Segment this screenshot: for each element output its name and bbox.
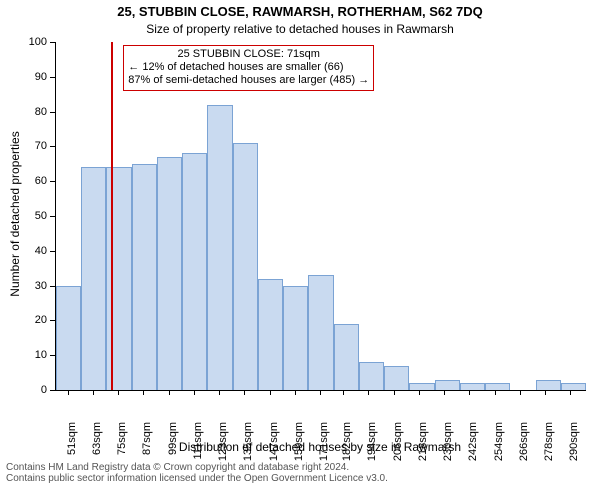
x-tick [419, 390, 420, 395]
x-tick-label: 75sqm [116, 422, 128, 462]
x-tick [495, 390, 496, 395]
x-tick [444, 390, 445, 395]
x-tick-label: 135sqm [242, 422, 254, 462]
histogram-bar [435, 380, 460, 390]
y-tick [50, 390, 55, 391]
y-tick-label: 0 [17, 384, 47, 396]
histogram-bar [81, 167, 106, 390]
x-tick [320, 390, 321, 395]
x-tick [545, 390, 546, 395]
annotation-box: 25 STUBBIN CLOSE: 71sqm← 12% of detached… [123, 45, 374, 91]
footer: Contains HM Land Registry data © Crown c… [6, 462, 594, 484]
histogram-bar [536, 380, 561, 390]
x-tick-label: 254sqm [493, 422, 505, 462]
marker-line [111, 42, 113, 390]
y-tick [50, 42, 55, 43]
histogram-bar [334, 324, 359, 390]
y-tick [50, 286, 55, 287]
x-tick-label: 171sqm [318, 422, 330, 462]
histogram-bar [460, 383, 485, 390]
y-tick-label: 90 [17, 71, 47, 83]
x-tick-label: 159sqm [293, 422, 305, 462]
x-tick-label: 266sqm [518, 422, 530, 462]
x-tick [368, 390, 369, 395]
y-tick [50, 181, 55, 182]
histogram-bar [561, 383, 586, 390]
y-tick-label: 50 [17, 210, 47, 222]
x-tick-label: 123sqm [217, 422, 229, 462]
x-tick [469, 390, 470, 395]
annotation-line: 25 STUBBIN CLOSE: 71sqm [128, 48, 369, 61]
histogram-bar [308, 275, 333, 390]
histogram-plot: 25 STUBBIN CLOSE: 71sqm← 12% of detached… [55, 42, 586, 391]
x-tick [520, 390, 521, 395]
x-tick [143, 390, 144, 395]
page-subtitle: Size of property relative to detached ho… [0, 22, 600, 36]
y-tick [50, 320, 55, 321]
histogram-bar [233, 143, 258, 390]
histogram-bar [384, 366, 409, 390]
y-tick-label: 60 [17, 175, 47, 187]
y-tick-label: 40 [17, 245, 47, 257]
x-tick-label: 147sqm [268, 422, 280, 462]
x-tick [169, 390, 170, 395]
x-tick-label: 206sqm [392, 422, 404, 462]
x-tick [343, 390, 344, 395]
histogram-bar [157, 157, 182, 390]
y-tick [50, 251, 55, 252]
histogram-bar [56, 286, 81, 390]
histogram-bar [359, 362, 384, 390]
footer-line-2: Contains public sector information licen… [6, 473, 594, 484]
histogram-bar [132, 164, 157, 390]
annotation-line: 87% of semi-detached houses are larger (… [128, 74, 369, 87]
x-tick [194, 390, 195, 395]
x-tick-label: 99sqm [167, 422, 179, 462]
x-tick [68, 390, 69, 395]
y-tick-label: 10 [17, 349, 47, 361]
x-tick-label: 182sqm [341, 422, 353, 462]
y-tick [50, 216, 55, 217]
y-tick-label: 100 [17, 36, 47, 48]
x-tick-label: 194sqm [366, 422, 378, 462]
y-tick-label: 70 [17, 140, 47, 152]
x-tick [244, 390, 245, 395]
histogram-bar [207, 105, 232, 390]
x-tick [93, 390, 94, 395]
x-tick-label: 87sqm [141, 422, 153, 462]
y-tick-label: 80 [17, 106, 47, 118]
y-tick-label: 20 [17, 314, 47, 326]
y-tick [50, 146, 55, 147]
x-tick [394, 390, 395, 395]
x-tick-label: 278sqm [543, 422, 555, 462]
x-tick-label: 230sqm [442, 422, 454, 462]
histogram-bar [485, 383, 510, 390]
x-tick [118, 390, 119, 395]
x-tick-label: 290sqm [568, 422, 580, 462]
footer-line-1: Contains HM Land Registry data © Crown c… [6, 462, 594, 473]
histogram-bar [283, 286, 308, 390]
histogram-bar [409, 383, 434, 390]
x-tick-label: 218sqm [417, 422, 429, 462]
x-tick-label: 63sqm [91, 422, 103, 462]
histogram-bar [258, 279, 283, 390]
x-tick [270, 390, 271, 395]
x-tick-label: 111sqm [192, 422, 204, 462]
y-tick [50, 77, 55, 78]
y-tick [50, 112, 55, 113]
x-tick-label: 51sqm [66, 422, 78, 462]
x-tick-label: 242sqm [467, 422, 479, 462]
x-tick [570, 390, 571, 395]
histogram-bar [182, 153, 207, 390]
y-tick [50, 355, 55, 356]
x-tick [219, 390, 220, 395]
annotation-line: ← 12% of detached houses are smaller (66… [128, 61, 369, 74]
page-title: 25, STUBBIN CLOSE, RAWMARSH, ROTHERHAM, … [0, 4, 600, 19]
x-tick [295, 390, 296, 395]
y-tick-label: 30 [17, 280, 47, 292]
